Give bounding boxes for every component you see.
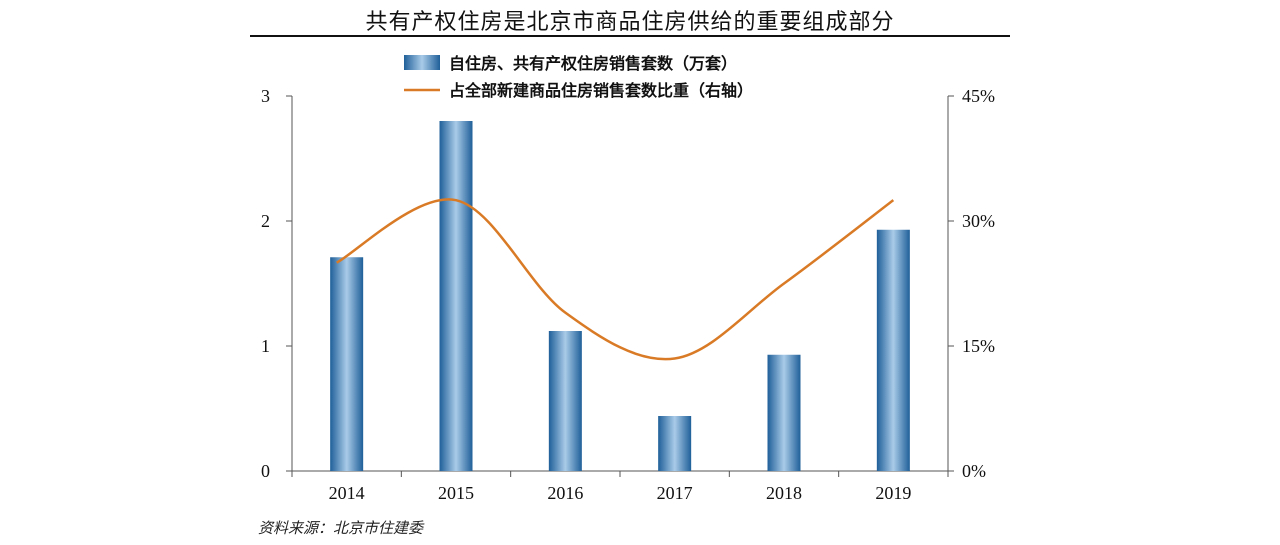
line-series (336, 198, 895, 361)
x-axis-tick-label: 2017 (657, 483, 693, 503)
source-note: 资料来源：北京市住建委 (258, 519, 424, 537)
legend: 自住房、共有产权住房销售套数（万套） 占全部新建商品住房销售套数比重（右轴） (404, 54, 753, 100)
x-axis-tick-label: 2014 (329, 483, 365, 503)
left-axis-tick-label: 1 (261, 336, 270, 356)
right-axis-tick-label: 45% (962, 86, 995, 106)
title-rule (250, 35, 1010, 37)
left-axis-tick-label: 2 (261, 211, 270, 231)
right-axis-tick-label: 15% (962, 336, 995, 356)
line-path (336, 198, 895, 361)
x-axis-tick-label: 2015 (438, 483, 474, 503)
bar (548, 331, 582, 471)
bar (330, 257, 364, 471)
left-axis-tick-label: 3 (261, 86, 270, 106)
legend-bar-label: 自住房、共有产权住房销售套数（万套） (449, 54, 737, 73)
bar (767, 354, 801, 471)
x-axis-tick-label: 2016 (547, 483, 583, 503)
bar (439, 121, 473, 471)
right-axis-tick-label: 30% (962, 211, 995, 231)
x-axis-tick-label: 2019 (875, 483, 911, 503)
right-axis-tick-label: 0% (962, 461, 986, 481)
bar-series (330, 121, 910, 471)
legend-line-label: 占全部新建商品住房销售套数比重（右轴） (449, 81, 753, 100)
chart-title: 共有产权住房是北京市商品住房供给的重要组成部分 (365, 10, 895, 35)
x-axis-tick-label: 2018 (766, 483, 802, 503)
bar (876, 229, 910, 471)
legend-bar-swatch (404, 55, 440, 70)
left-axis-tick-label: 0 (261, 461, 270, 481)
bar (658, 416, 692, 471)
